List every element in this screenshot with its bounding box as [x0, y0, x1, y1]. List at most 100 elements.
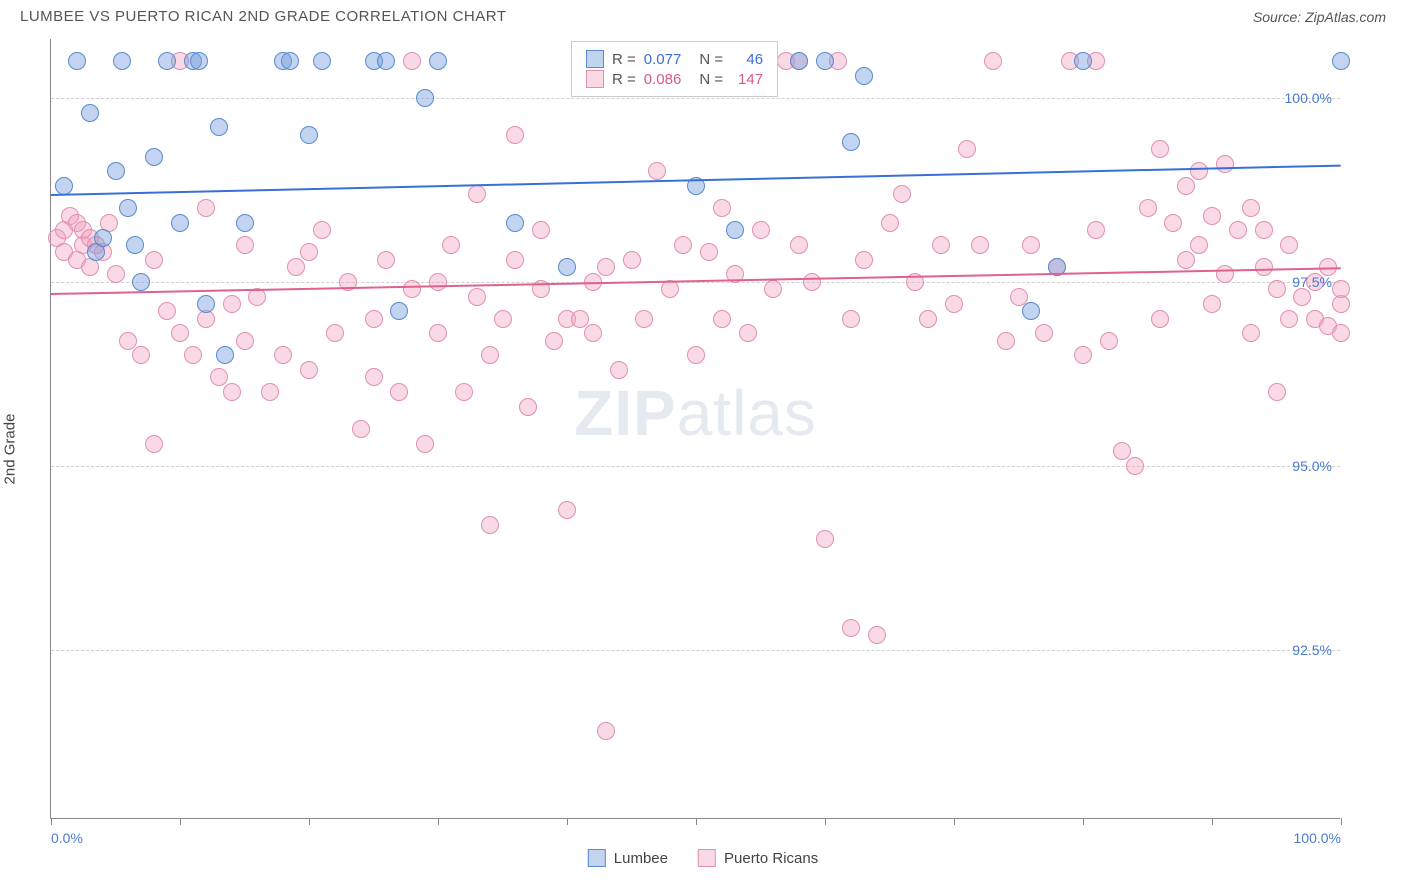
- data-point: [236, 332, 254, 350]
- data-point: [1203, 207, 1221, 225]
- data-point: [261, 383, 279, 401]
- data-point: [881, 214, 899, 232]
- data-point: [1164, 214, 1182, 232]
- data-point: [326, 324, 344, 342]
- y-tick-label: 100.0%: [1285, 90, 1332, 106]
- y-tick-label: 95.0%: [1292, 458, 1332, 474]
- y-tick-label: 97.5%: [1292, 274, 1332, 290]
- stats-row-pink: R = 0.086 N = 147: [586, 70, 763, 88]
- x-tick: [825, 818, 826, 825]
- data-point: [597, 722, 615, 740]
- data-point: [494, 310, 512, 328]
- data-point: [481, 346, 499, 364]
- data-point: [790, 52, 808, 70]
- data-point: [713, 310, 731, 328]
- stats-box: R = 0.077 N = 46 R = 0.086 N = 147: [571, 41, 778, 97]
- watermark: ZIPatlas: [574, 376, 817, 450]
- data-point: [55, 177, 73, 195]
- data-point: [816, 530, 834, 548]
- r-label: R =: [612, 71, 636, 88]
- data-point: [216, 346, 234, 364]
- data-point: [739, 324, 757, 342]
- data-point: [184, 346, 202, 364]
- data-point: [687, 346, 705, 364]
- data-point: [145, 251, 163, 269]
- data-point: [635, 310, 653, 328]
- x-tick: [954, 818, 955, 825]
- swatch-blue-icon: [588, 849, 606, 867]
- chart-container: 2nd Grade ZIPatlas R = 0.077 N = 46 R = …: [0, 29, 1406, 869]
- data-point: [945, 295, 963, 313]
- data-point: [403, 52, 421, 70]
- data-point: [126, 236, 144, 254]
- r-value-pink: 0.086: [644, 71, 682, 88]
- x-tick: [1083, 818, 1084, 825]
- data-point: [1177, 251, 1195, 269]
- data-point: [468, 288, 486, 306]
- data-point: [1151, 310, 1169, 328]
- x-tick: [1212, 818, 1213, 825]
- swatch-pink-icon: [586, 70, 604, 88]
- data-point: [68, 52, 86, 70]
- data-point: [1229, 221, 1247, 239]
- data-point: [107, 162, 125, 180]
- data-point: [223, 295, 241, 313]
- data-point: [1010, 288, 1028, 306]
- stats-row-blue: R = 0.077 N = 46: [586, 50, 763, 68]
- data-point: [893, 185, 911, 203]
- n-value-pink: 147: [731, 71, 763, 88]
- data-point: [365, 368, 383, 386]
- data-point: [661, 280, 679, 298]
- data-point: [532, 221, 550, 239]
- legend-item-blue: Lumbee: [588, 849, 668, 867]
- data-point: [1242, 324, 1260, 342]
- data-point: [597, 258, 615, 276]
- data-point: [984, 52, 1002, 70]
- data-point: [1216, 155, 1234, 173]
- data-point: [300, 126, 318, 144]
- data-point: [1151, 140, 1169, 158]
- data-point: [971, 236, 989, 254]
- data-point: [919, 310, 937, 328]
- data-point: [558, 501, 576, 519]
- y-tick-label: 92.5%: [1292, 642, 1332, 658]
- data-point: [390, 383, 408, 401]
- data-point: [1074, 346, 1092, 364]
- y-axis-label: 2nd Grade: [2, 414, 19, 485]
- data-point: [855, 67, 873, 85]
- data-point: [855, 251, 873, 269]
- data-point: [300, 361, 318, 379]
- data-point: [197, 199, 215, 217]
- data-point: [416, 89, 434, 107]
- data-point: [1126, 457, 1144, 475]
- data-point: [197, 295, 215, 313]
- data-point: [352, 420, 370, 438]
- data-point: [1268, 280, 1286, 298]
- r-value-blue: 0.077: [644, 51, 682, 68]
- data-point: [1203, 295, 1221, 313]
- data-point: [997, 332, 1015, 350]
- x-tick: [438, 818, 439, 825]
- data-point: [1139, 199, 1157, 217]
- data-point: [190, 52, 208, 70]
- data-point: [377, 52, 395, 70]
- x-tick-label: 0.0%: [51, 830, 83, 846]
- data-point: [81, 104, 99, 122]
- data-point: [932, 236, 950, 254]
- data-point: [842, 133, 860, 151]
- data-point: [958, 140, 976, 158]
- data-point: [713, 199, 731, 217]
- data-point: [1280, 236, 1298, 254]
- data-point: [313, 221, 331, 239]
- data-point: [210, 118, 228, 136]
- data-point: [1022, 236, 1040, 254]
- data-point: [171, 214, 189, 232]
- data-point: [403, 280, 421, 298]
- data-point: [113, 52, 131, 70]
- data-point: [648, 162, 666, 180]
- x-tick: [1341, 818, 1342, 825]
- data-point: [429, 273, 447, 291]
- x-tick: [180, 818, 181, 825]
- data-point: [390, 302, 408, 320]
- data-point: [107, 265, 125, 283]
